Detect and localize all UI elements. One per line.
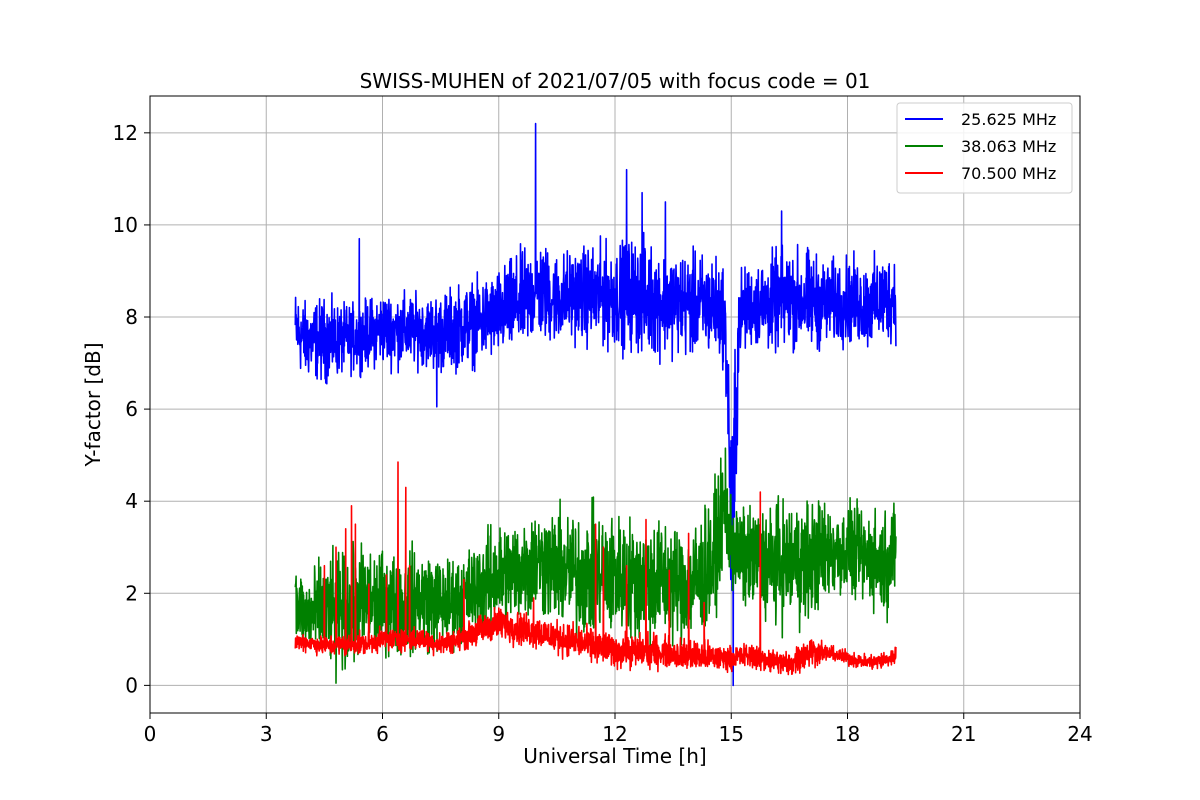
y-tick-label: 8 [125, 305, 138, 329]
chart-title: SWISS-MUHEN of 2021/07/05 with focus cod… [360, 69, 871, 93]
x-tick-label: 0 [144, 722, 157, 746]
series-3 [294, 461, 897, 676]
x-tick-label: 6 [376, 722, 389, 746]
series-1 [294, 122, 897, 687]
series-group [294, 122, 897, 687]
x-tick-label: 3 [260, 722, 273, 746]
legend-label: 70.500 MHz [961, 164, 1056, 183]
y-tick-label: 6 [125, 397, 138, 421]
legend-box [896, 102, 1073, 194]
series-line [294, 122, 897, 687]
legend: 25.625 MHz 38.063 MHz 70.500 MHz [896, 102, 1073, 194]
y-tick-label: 10 [113, 213, 138, 237]
y-tick-label: 2 [125, 581, 138, 605]
x-axis-label: Universal Time [h] [523, 744, 706, 768]
x-tick-label: 18 [835, 722, 860, 746]
x-tick-label: 15 [719, 722, 744, 746]
x-tick-label: 12 [602, 722, 627, 746]
legend-label: 25.625 MHz [961, 110, 1056, 129]
y-tick-label: 4 [125, 489, 138, 513]
x-tick-label: 24 [1067, 722, 1092, 746]
y-tick-label: 0 [125, 673, 138, 697]
x-tick-label: 9 [492, 722, 505, 746]
x-tick-label: 21 [951, 722, 976, 746]
y-axis-label: Y-factor [dB] [81, 342, 105, 467]
y-tick-label: 12 [113, 121, 138, 145]
series-line [294, 461, 897, 676]
legend-label: 38.063 MHz [961, 137, 1056, 156]
